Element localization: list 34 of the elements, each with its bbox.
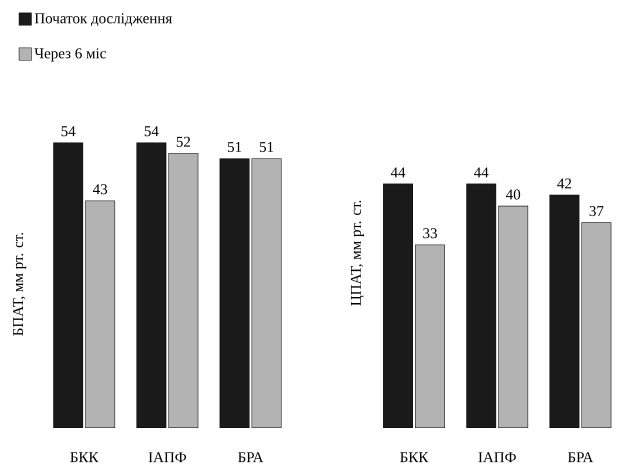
x-tick-label: ІАПФ xyxy=(148,452,186,462)
data-label: 54 xyxy=(144,126,159,136)
bar xyxy=(252,158,282,428)
bar xyxy=(85,200,116,428)
data-label: 44 xyxy=(390,168,406,178)
data-label: 40 xyxy=(506,189,520,200)
data-label: 42 xyxy=(557,178,572,189)
data-label: 43 xyxy=(92,184,108,194)
x-tick-label: БКК xyxy=(70,452,99,462)
bar xyxy=(168,153,198,428)
bar xyxy=(53,142,84,428)
legend-label: Через 6 міс xyxy=(34,48,106,62)
x-tick-label: БРА xyxy=(568,452,594,462)
bar xyxy=(466,184,496,428)
bar xyxy=(581,222,612,428)
bar xyxy=(549,194,580,428)
data-label: 54 xyxy=(62,126,76,136)
data-label: 52 xyxy=(176,136,190,147)
legend-label: Початок дослідження xyxy=(34,13,172,26)
x-tick-label: БРА xyxy=(238,452,264,462)
data-label: 37 xyxy=(590,206,604,216)
bar xyxy=(220,158,250,428)
y-axis-title: БПАТ, мм рт. ст. xyxy=(13,233,26,336)
y-axis-title: ЦПАТ, мм рт. ст. xyxy=(350,200,364,306)
data-label: 51 xyxy=(260,142,274,152)
x-tick-label: ІАПФ xyxy=(478,452,516,462)
bar xyxy=(415,244,445,428)
bar xyxy=(383,184,413,428)
bar xyxy=(498,206,528,428)
data-label: 33 xyxy=(423,228,437,238)
data-label: 44 xyxy=(474,168,488,178)
data-label: 51 xyxy=(228,142,242,152)
bar xyxy=(136,142,166,428)
x-tick-label: БКК xyxy=(400,452,428,462)
